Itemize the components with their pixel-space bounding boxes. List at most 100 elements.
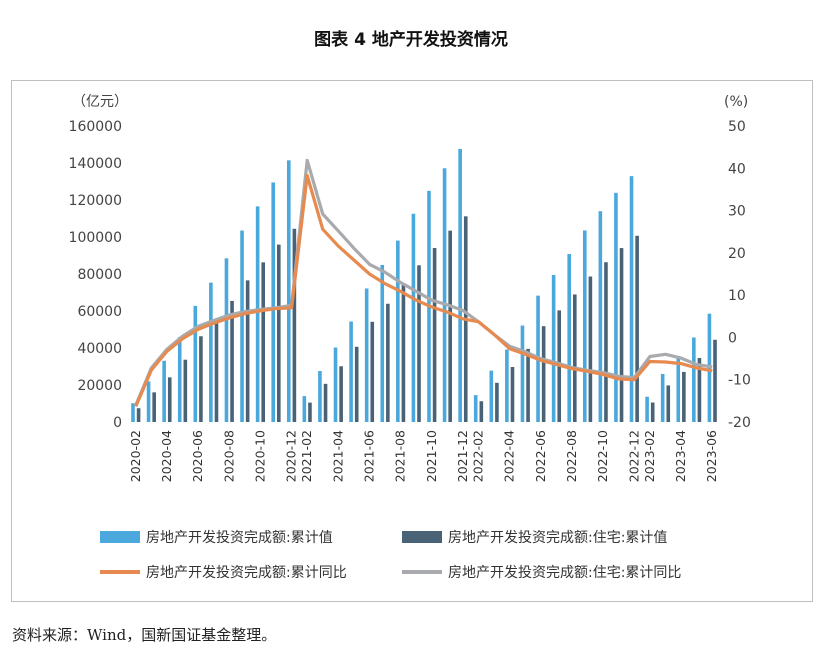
left-tick-label: 20000 — [77, 378, 122, 394]
bar-residential — [541, 326, 546, 422]
right-tick-label: -20 — [728, 415, 751, 431]
left-tick-label: 160000 — [69, 119, 122, 135]
bar-residential — [230, 300, 234, 422]
x-tick-label: 2022-12 — [626, 430, 641, 482]
left-tick-label: 120000 — [69, 193, 122, 209]
bar-residential — [323, 383, 328, 422]
legend-label: 房地产开发投资完成额:累计同比 — [146, 565, 347, 581]
bar-total — [645, 396, 649, 422]
bar-residential — [573, 294, 577, 422]
x-tick-label: 2023-02 — [642, 430, 657, 482]
x-tick-label: 2023-06 — [704, 430, 719, 482]
bar-residential — [526, 348, 530, 422]
bar-total — [240, 230, 244, 422]
left-tick-label: 0 — [113, 415, 122, 431]
bar-total — [177, 337, 182, 422]
bar-residential — [277, 244, 281, 422]
bar-residential — [510, 367, 515, 422]
bar-total — [318, 370, 322, 422]
left-tick-label: 100000 — [69, 230, 122, 246]
x-tick-label: 2020-02 — [128, 430, 143, 482]
bar-residential — [308, 402, 312, 422]
bar-total — [567, 254, 571, 422]
bar-total — [692, 337, 696, 422]
chart-title: 图表 4 地产开发投资情况 — [314, 30, 508, 50]
left-tick-label: 80000 — [77, 267, 122, 283]
right-tick-label: -10 — [728, 373, 751, 389]
bar-residential — [682, 371, 686, 422]
bar-total — [614, 192, 618, 422]
right-tick-label: 40 — [728, 161, 746, 177]
bar-residential — [635, 235, 639, 422]
bar-residential — [152, 392, 156, 422]
right-tick-label: 10 — [728, 288, 746, 304]
x-tick-label: 2021-06 — [361, 430, 376, 482]
bar-residential — [199, 336, 203, 422]
bar-total — [598, 211, 603, 422]
x-tick-label: 2021-12 — [455, 430, 470, 482]
bar-residential — [136, 408, 141, 422]
line-residential-yoy — [134, 158, 713, 406]
bar-total — [131, 403, 135, 422]
x-tick-label: 2021-04 — [330, 430, 345, 482]
bar-total — [146, 381, 151, 422]
left-tick-label: 140000 — [69, 156, 122, 172]
bar-total — [411, 213, 416, 422]
right-tick-label: 20 — [728, 246, 746, 262]
line-total-yoy — [134, 173, 713, 408]
bar-total — [333, 347, 338, 422]
bar-residential — [386, 303, 390, 422]
x-tick-label: 2022-06 — [533, 430, 548, 482]
bar-residential — [354, 346, 359, 422]
bar-total — [660, 373, 665, 422]
bar-residential — [292, 228, 297, 422]
bar-total — [286, 160, 291, 422]
bar-residential — [401, 285, 406, 422]
bar-residential — [448, 230, 452, 422]
legend-swatch-bar — [100, 531, 140, 543]
bar-residential — [619, 248, 624, 422]
bar-residential — [167, 377, 172, 422]
bar-total — [582, 230, 587, 422]
source-note: 资料来源：Wind，国新国证基金整理。 — [12, 626, 277, 644]
bar-total — [255, 206, 260, 422]
right-tick-label: 50 — [728, 119, 746, 135]
bar-total — [193, 305, 198, 422]
x-tick-label: 2021-10 — [424, 430, 439, 482]
left-tick-label: 40000 — [77, 341, 122, 357]
bar-total — [505, 349, 509, 422]
chart-svg: （亿元） (%) 0 20000 40000 60000 80000 100000 1200… — [69, 94, 751, 581]
bar-residential — [214, 318, 219, 422]
bar-total — [271, 182, 275, 422]
bar-total — [473, 395, 478, 422]
bar-residential — [666, 385, 671, 422]
bar-residential — [245, 280, 250, 422]
bar-residential — [417, 265, 421, 422]
legend-label: 房地产开发投资完成额:累计值 — [146, 530, 333, 546]
bar-residential — [479, 401, 484, 422]
legend-swatch-bar — [402, 531, 442, 543]
bar-total — [551, 274, 556, 422]
bar-residential — [183, 359, 188, 422]
bar-total — [209, 282, 213, 422]
bar-total — [629, 176, 634, 422]
x-tick-label: 2022-02 — [471, 430, 486, 482]
bar-residential — [604, 262, 608, 422]
bar-total — [520, 325, 525, 422]
left-axis-unit: （亿元） — [72, 94, 128, 110]
bar-total — [676, 356, 681, 422]
legend-label: 房地产开发投资完成额:住宅:累计同比 — [448, 565, 681, 581]
x-tick-label: 2022-08 — [564, 430, 579, 482]
x-tick-label: 2020-04 — [159, 430, 174, 482]
bar-total — [302, 396, 307, 422]
x-tick-label: 2021-02 — [299, 430, 314, 482]
x-tick-label: 2023-04 — [673, 430, 688, 482]
bar-residential — [495, 382, 499, 422]
x-tick-label: 2021-08 — [393, 430, 408, 482]
bar-total — [442, 168, 447, 422]
bar-total — [489, 370, 494, 422]
bar-total — [162, 360, 166, 422]
bar-total — [224, 258, 229, 422]
right-tick-label: 0 — [728, 330, 737, 346]
bar-total — [364, 288, 369, 422]
